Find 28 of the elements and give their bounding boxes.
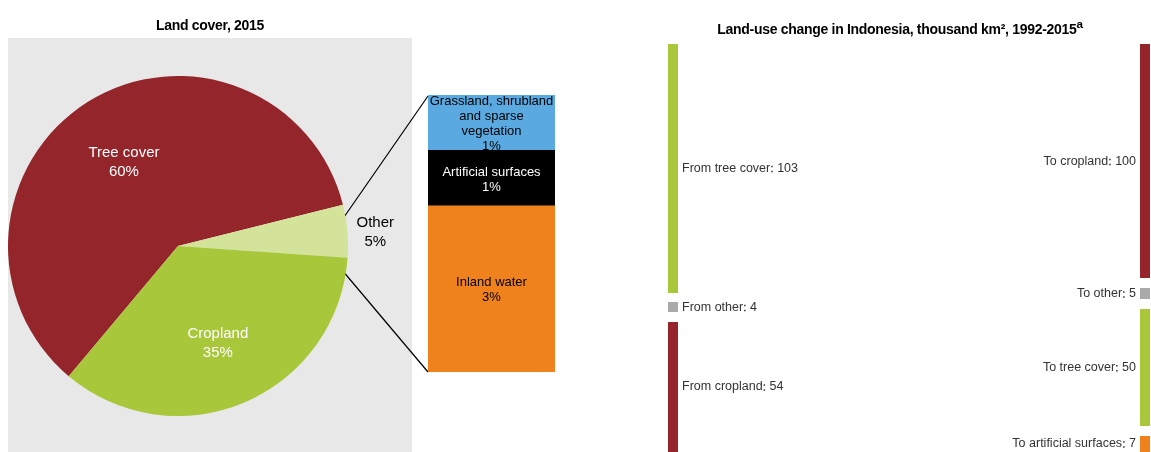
- category-label: To other: [1076, 286, 1123, 301]
- slice-label: Other: [356, 212, 395, 230]
- category-label: From tree cover: [682, 160, 771, 175]
- data-label: 5: [1129, 286, 1137, 301]
- data-label: 100: [1115, 153, 1137, 168]
- category-label: From other: [682, 299, 744, 314]
- data-label: 103: [777, 160, 799, 175]
- data-label: 3%: [482, 289, 502, 305]
- series-label: Artificial surfaces: [442, 163, 542, 179]
- slice-label: Cropland: [187, 323, 249, 341]
- data-label: 7: [1129, 436, 1137, 451]
- data-label: 35%: [202, 342, 233, 360]
- slice-label: Tree cover: [88, 143, 160, 161]
- category-label: To artificial surfaces: [1012, 436, 1123, 451]
- data-label: 5%: [364, 231, 387, 249]
- data-label: 1%: [482, 138, 502, 154]
- data-label: 1%: [482, 178, 502, 194]
- series-label: Grassland, shrubland and sparse vegetation: [429, 93, 554, 139]
- category-label: From cropland: [682, 379, 763, 394]
- category-label: To tree cover: [1042, 359, 1116, 374]
- data-label: 60%: [108, 162, 139, 180]
- data-label: 54: [769, 379, 784, 394]
- chart-title: Land cover, 2015: [154, 17, 265, 33]
- series-label: Inland water: [456, 274, 528, 290]
- text: Land-use change in Indonesia, thousand km², 1992-2015$^{a}$: [716, 17, 1084, 37]
- data-label: 50: [1122, 359, 1137, 374]
- category-label: To cropland: [1043, 153, 1109, 168]
- data-label: 4: [750, 299, 758, 314]
